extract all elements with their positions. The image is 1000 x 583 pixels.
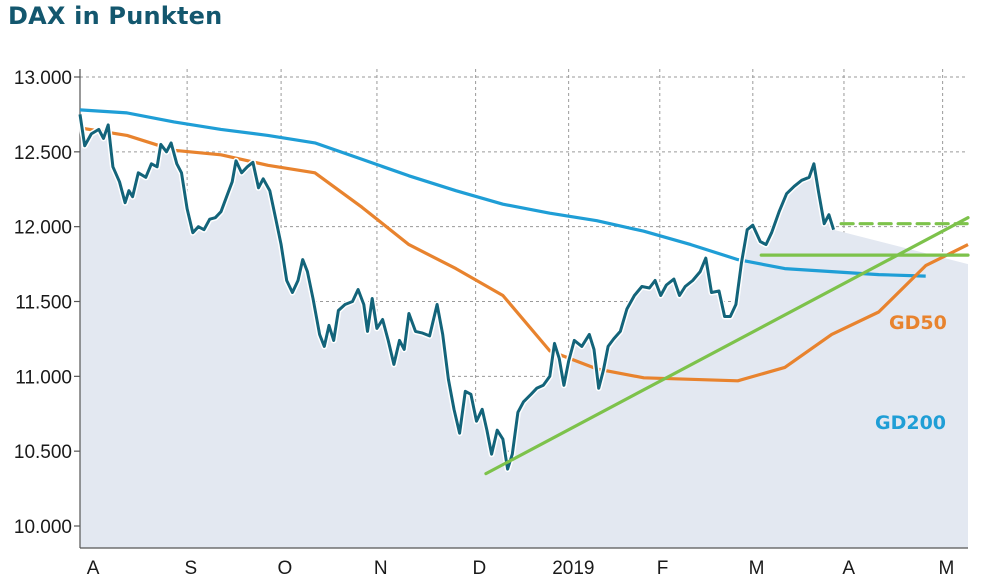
gd200-label: GD200: [875, 412, 946, 434]
x-tick-label-0: A: [87, 558, 100, 579]
y-tick-label-1: 10.500: [14, 442, 72, 463]
trendline-support-trend: [484, 216, 970, 476]
y-tick-label-2: 11.000: [15, 367, 72, 388]
x-tick-label-5: 2019: [552, 558, 594, 579]
chart-title: DAX in Punkten: [8, 2, 223, 30]
x-axis: A S O N D 2019 F M A M: [80, 547, 968, 579]
dax-area-fill: [80, 114, 968, 549]
gd200-line: [79, 108, 926, 278]
y-axis: 10.000 10.500 11.000 11.500 12.000 12.500 13.0…: [14, 68, 81, 548]
x-tick-label-4: D: [472, 558, 486, 579]
gd50-line: [79, 126, 969, 383]
x-tick-label-2: O: [277, 558, 292, 579]
x-tick-label-7: M: [749, 558, 765, 579]
gd50-label: GD50: [889, 312, 947, 334]
y-tick-label-6: 13.000: [14, 68, 72, 89]
x-tick-label-6: F: [657, 558, 669, 579]
y-tick-label-3: 11.500: [15, 293, 72, 314]
series-lines: [77, 108, 970, 476]
y-tick-label-4: 12.000: [14, 218, 72, 239]
y-tick-label-0: 10.000: [14, 517, 72, 538]
y-tick-label-5: 12.500: [14, 143, 72, 164]
dax-line: [78, 114, 836, 471]
x-tick-label-3: N: [374, 558, 388, 579]
x-tick-label-1: S: [185, 558, 198, 579]
x-tick-label-8: A: [842, 558, 855, 579]
x-tick-label-9: M: [938, 558, 954, 579]
dax-area: [80, 114, 968, 549]
